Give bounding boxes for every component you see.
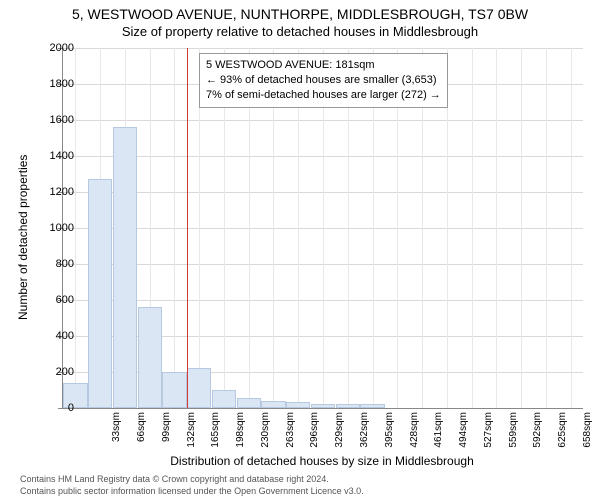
x-gridline bbox=[571, 48, 572, 408]
footer-line2: Contains public sector information licen… bbox=[20, 486, 364, 498]
y-tick-label: 800 bbox=[34, 258, 74, 270]
footer-line1: Contains HM Land Registry data © Crown c… bbox=[20, 474, 364, 486]
y-tick-label: 1000 bbox=[34, 222, 74, 234]
x-tick-label: 559sqm bbox=[508, 412, 519, 452]
x-tick-label: 230sqm bbox=[260, 412, 271, 452]
y-tick-label: 2000 bbox=[34, 42, 74, 54]
histogram-bar bbox=[237, 398, 261, 408]
plot-area: 5 WESTWOOD AVENUE: 181sqm← 93% of detach… bbox=[62, 48, 583, 409]
histogram-bar bbox=[88, 179, 112, 408]
page-subtitle: Size of property relative to detached ho… bbox=[0, 22, 600, 39]
histogram-bar bbox=[113, 127, 137, 408]
chart-container: 5, WESTWOOD AVENUE, NUNTHORPE, MIDDLESBR… bbox=[0, 0, 600, 500]
x-tick-label: 132sqm bbox=[186, 412, 197, 452]
x-gridline bbox=[496, 48, 497, 408]
x-tick-label: 99sqm bbox=[161, 412, 172, 452]
x-axis-title: Distribution of detached houses by size … bbox=[62, 454, 582, 468]
x-gridline bbox=[75, 48, 76, 408]
x-tick-label: 263sqm bbox=[285, 412, 296, 452]
histogram-bar bbox=[187, 368, 211, 408]
y-tick-label: 400 bbox=[34, 330, 74, 342]
histogram-bar bbox=[336, 404, 360, 409]
histogram-bar bbox=[311, 404, 335, 409]
footer-attribution: Contains HM Land Registry data © Crown c… bbox=[20, 474, 364, 497]
x-tick-label: 329sqm bbox=[334, 412, 345, 452]
y-tick-label: 0 bbox=[34, 402, 74, 414]
x-gridline bbox=[546, 48, 547, 408]
x-tick-label: 428sqm bbox=[409, 412, 420, 452]
x-tick-label: 296sqm bbox=[309, 412, 320, 452]
x-tick-label: 395sqm bbox=[384, 412, 395, 452]
callout-line1: 5 WESTWOOD AVENUE: 181sqm bbox=[206, 58, 441, 73]
y-tick-label: 1600 bbox=[34, 114, 74, 126]
histogram-bar bbox=[261, 401, 285, 408]
histogram-bar bbox=[212, 390, 236, 408]
x-tick-label: 625sqm bbox=[557, 412, 568, 452]
histogram-bar bbox=[286, 402, 310, 408]
x-tick-label: 592sqm bbox=[532, 412, 543, 452]
chart-area: 5 WESTWOOD AVENUE: 181sqm← 93% of detach… bbox=[62, 48, 582, 408]
y-tick-label: 200 bbox=[34, 366, 74, 378]
reference-line bbox=[187, 48, 188, 408]
histogram-bar bbox=[360, 404, 384, 408]
callout-line3: 7% of semi-detached houses are larger (2… bbox=[206, 88, 441, 103]
histogram-bar bbox=[162, 372, 186, 408]
x-gridline bbox=[174, 48, 175, 408]
histogram-bar bbox=[138, 307, 162, 408]
x-tick-label: 527sqm bbox=[483, 412, 494, 452]
x-tick-label: 362sqm bbox=[359, 412, 370, 452]
x-tick-label: 165sqm bbox=[210, 412, 221, 452]
page-title: 5, WESTWOOD AVENUE, NUNTHORPE, MIDDLESBR… bbox=[0, 0, 600, 22]
y-tick-label: 600 bbox=[34, 294, 74, 306]
x-tick-label: 33sqm bbox=[111, 412, 122, 452]
y-tick-label: 1200 bbox=[34, 186, 74, 198]
x-tick-label: 658sqm bbox=[582, 412, 593, 452]
y-tick-label: 1800 bbox=[34, 78, 74, 90]
x-tick-label: 66sqm bbox=[136, 412, 147, 452]
callout-box: 5 WESTWOOD AVENUE: 181sqm← 93% of detach… bbox=[199, 53, 448, 108]
x-gridline bbox=[472, 48, 473, 408]
x-tick-label: 494sqm bbox=[458, 412, 469, 452]
callout-line2: ← 93% of detached houses are smaller (3,… bbox=[206, 73, 441, 88]
y-axis-title: Number of detached properties bbox=[16, 155, 30, 320]
y-tick-label: 1400 bbox=[34, 150, 74, 162]
x-gridline bbox=[521, 48, 522, 408]
x-tick-label: 198sqm bbox=[235, 412, 246, 452]
x-tick-label: 461sqm bbox=[433, 412, 444, 452]
